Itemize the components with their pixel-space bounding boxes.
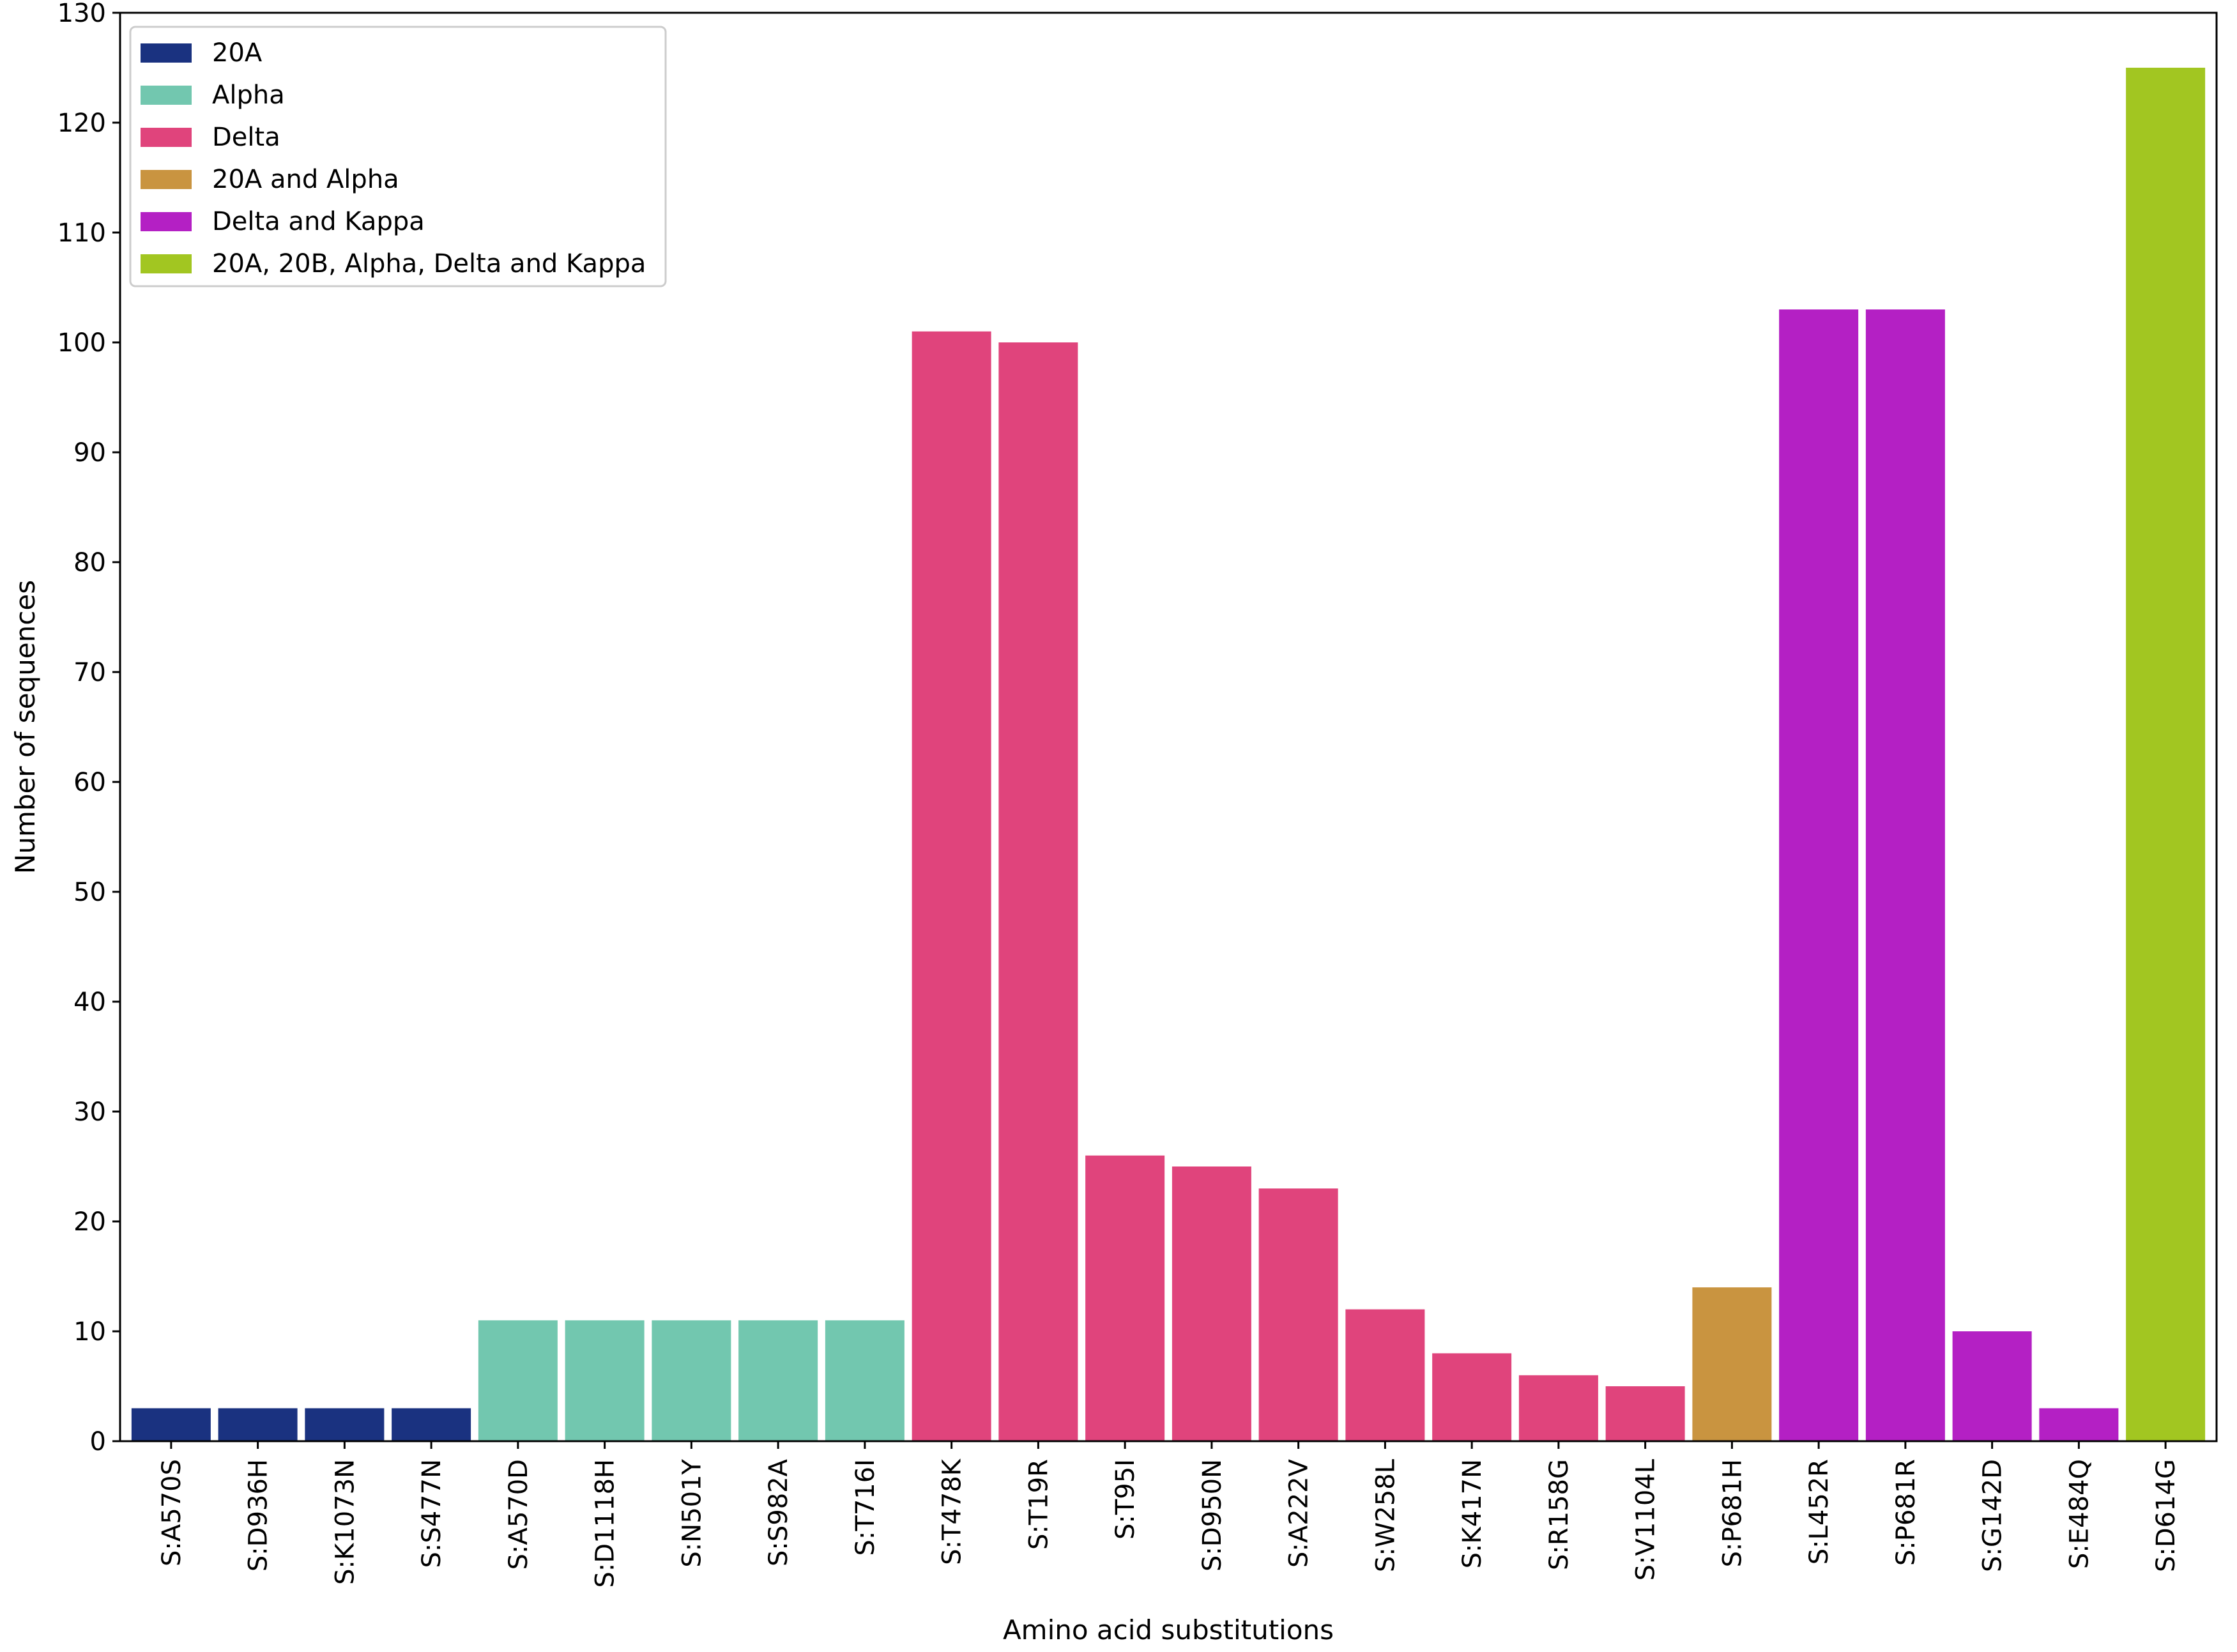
bar-sa570s xyxy=(131,1408,211,1441)
y-tick-label: 90 xyxy=(73,438,106,468)
bar-sa222v xyxy=(1258,1188,1338,1441)
x-tick-label: S:G142D xyxy=(1978,1459,2008,1572)
x-tick-label: S:E484Q xyxy=(2065,1459,2094,1569)
legend-swatch xyxy=(141,254,192,273)
x-tick-label: S:A222V xyxy=(1285,1458,1314,1568)
bar-sd614g xyxy=(2126,68,2206,1441)
legend-entry-label: Alpha xyxy=(212,80,285,110)
legend-swatch xyxy=(141,170,192,189)
y-tick-label: 60 xyxy=(73,768,106,797)
x-tick-label: S:L452R xyxy=(1805,1459,1834,1564)
bars-layer xyxy=(131,68,2206,1441)
y-tick-label: 120 xyxy=(57,109,106,138)
legend-entry-label: Delta and Kappa xyxy=(212,207,425,236)
bar-sk417n xyxy=(1432,1353,1512,1441)
x-tick-label: S:T716I xyxy=(851,1459,880,1556)
bar-sp681r xyxy=(1865,309,1945,1441)
y-tick-label: 110 xyxy=(57,218,106,248)
x-tick-label: S:K417N xyxy=(1458,1459,1487,1568)
bar-sw258l xyxy=(1345,1309,1425,1441)
x-tick-label: S:D1118H xyxy=(591,1459,620,1588)
x-tick-label: S:S982A xyxy=(764,1458,793,1566)
x-tick-label: S:P681R xyxy=(1891,1459,1921,1566)
legend-swatch xyxy=(141,128,192,147)
y-tick-label: 0 xyxy=(90,1427,106,1457)
bar-sg142d xyxy=(1952,1331,2032,1441)
bar-st95i xyxy=(1085,1155,1165,1441)
x-tick-label: S:T19R xyxy=(1024,1459,1053,1550)
y-tick-label: 20 xyxy=(73,1207,106,1237)
y-tick-label: 30 xyxy=(73,1098,106,1127)
legend-swatch xyxy=(141,86,192,105)
legend-entry-label: 20A and Alpha xyxy=(212,165,399,194)
y-tick-label: 10 xyxy=(73,1317,106,1347)
bar-sl452r xyxy=(1779,309,1859,1441)
y-tick-label: 50 xyxy=(73,878,106,907)
x-tick-label: S:T478K xyxy=(938,1458,967,1565)
bar-sr158g xyxy=(1518,1375,1598,1441)
legend-box xyxy=(129,26,667,287)
y-axis-label: Number of sequences xyxy=(10,580,41,874)
bar-st716i xyxy=(825,1320,905,1441)
x-tick-label: S:R158G xyxy=(1545,1459,1574,1570)
legend-swatch xyxy=(141,212,192,231)
bar-st478k xyxy=(912,331,991,1441)
x-tick-label: S:K1073N xyxy=(330,1459,360,1585)
x-tick-label: S:T95I xyxy=(1111,1459,1140,1540)
y-tick-label: 100 xyxy=(57,328,106,358)
x-tick-label: S:S477N xyxy=(417,1459,447,1568)
x-axis-label: Amino acid substitutions xyxy=(1003,1614,1334,1646)
bar-sa570d xyxy=(478,1320,558,1441)
legend-entry-label: Delta xyxy=(212,123,280,152)
bar-ss982a xyxy=(738,1320,818,1441)
bar-sv1104l xyxy=(1605,1386,1685,1441)
legend-swatch xyxy=(141,43,192,63)
legend-entry-label: 20A, 20B, Alpha, Delta and Kappa xyxy=(212,249,646,279)
x-tick-label: S:D614G xyxy=(2151,1459,2181,1572)
bar-sp681h xyxy=(1692,1287,1772,1441)
y-tick-label: 130 xyxy=(57,0,106,28)
bar-sd1118h xyxy=(565,1320,645,1441)
bar-st19r xyxy=(998,342,1078,1441)
y-tick-label: 70 xyxy=(73,658,106,687)
bar-ss477n xyxy=(392,1408,471,1441)
bar-sk1073n xyxy=(305,1408,385,1441)
x-tick-label: S:W258L xyxy=(1371,1458,1400,1572)
bar-se484q xyxy=(2039,1408,2119,1441)
x-tick-label: S:V1104L xyxy=(1631,1458,1661,1580)
x-tick-label: S:P681H xyxy=(1718,1459,1747,1567)
y-tick-label: 80 xyxy=(73,548,106,577)
x-tick-label: S:A570D xyxy=(504,1459,533,1570)
y-tick-label: 40 xyxy=(73,988,106,1017)
x-tick-label: S:D950N xyxy=(1198,1459,1227,1572)
bar-sd936h xyxy=(218,1408,298,1441)
legend-entry-label: 20A xyxy=(212,38,263,68)
x-tick-label: S:N501Y xyxy=(677,1458,706,1567)
x-tick-label: S:D936H xyxy=(244,1459,273,1572)
legend: 20A Alpha Delta 20A and Alpha Delta and Kapp… xyxy=(129,26,667,287)
bar-sn501y xyxy=(652,1320,731,1441)
plot-area-frame xyxy=(119,11,2218,1442)
bar-sd950n xyxy=(1172,1166,1251,1441)
x-tick-label: S:A570S xyxy=(157,1459,187,1566)
y-axis: 0 10 20 30 40 50 60 70 80 90 100 110 120 130 xyxy=(57,0,120,1457)
x-axis: S:A570S S:D936H S:K1073N S:S477N S:A570D S:D1… xyxy=(157,1441,2181,1588)
